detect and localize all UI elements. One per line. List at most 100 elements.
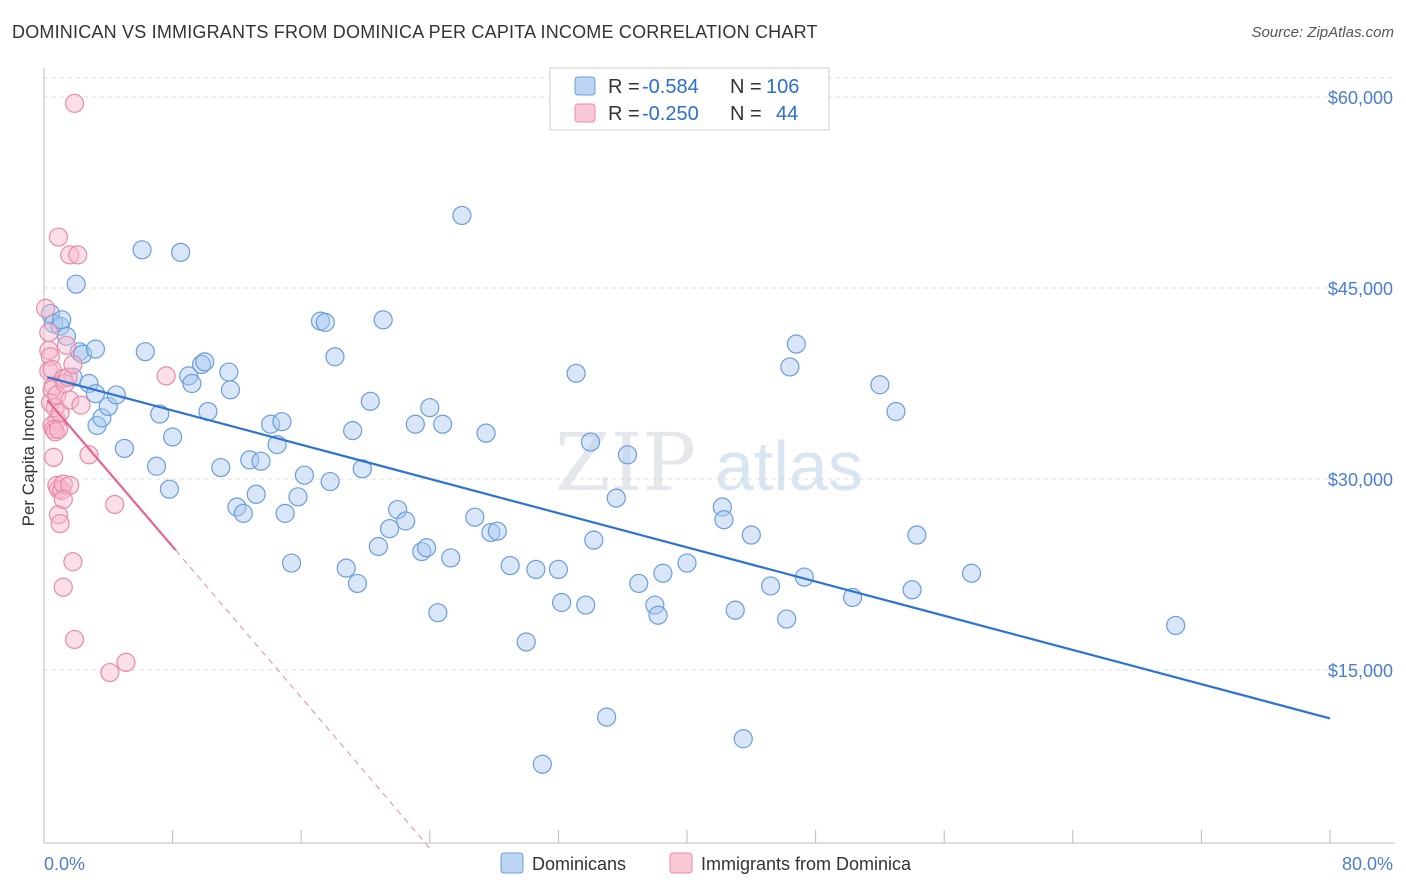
dominica-trend-extension bbox=[175, 549, 431, 849]
legend-n-label-1: N = bbox=[730, 76, 762, 98]
bottom-legend-swatch-dominicans bbox=[500, 852, 524, 874]
dominica-point-28 bbox=[53, 474, 73, 494]
dominicans-point-104 bbox=[1166, 615, 1186, 636]
dominicans-point-82 bbox=[617, 445, 638, 465]
source-label: Source: ZipAtlas.com bbox=[1251, 24, 1394, 41]
dominicans-point-70 bbox=[500, 555, 520, 576]
y-tick-label-45000: $45,000 bbox=[1328, 279, 1393, 299]
dominicans-point-103 bbox=[961, 563, 982, 583]
dominica-point-41 bbox=[100, 662, 120, 683]
dominicans-point-31 bbox=[220, 380, 241, 400]
dominica-point-36 bbox=[60, 245, 80, 265]
dominicans-point-22 bbox=[163, 427, 183, 447]
series-legend: Dominicans Immigrants from Dominica bbox=[500, 852, 912, 874]
correlation-legend: R = -0.584 N = 106 R = -0.250 N = 44 bbox=[549, 67, 830, 131]
dominica-point-39 bbox=[53, 577, 73, 597]
dominicans-point-93 bbox=[760, 576, 781, 596]
legend-box bbox=[549, 67, 830, 131]
dominicans-point-58 bbox=[405, 414, 425, 434]
dominica-point-23 bbox=[71, 395, 91, 415]
dominicans-point-68 bbox=[481, 522, 501, 543]
dominica-point-0 bbox=[36, 298, 56, 318]
dominicans-point-67 bbox=[476, 423, 496, 443]
dominicans-point-102 bbox=[907, 525, 927, 545]
dominicans-point-45 bbox=[315, 312, 335, 332]
dominicans-point-83 bbox=[629, 573, 649, 594]
dominica-point-14 bbox=[48, 419, 69, 439]
y-tick-label-15000: $15,000 bbox=[1328, 661, 1393, 681]
dominica-point-42 bbox=[116, 652, 136, 672]
legend-swatch-dominica bbox=[574, 103, 596, 123]
dominicans-point-5 bbox=[66, 274, 86, 294]
dominicans-point-80 bbox=[597, 707, 617, 727]
dominica-point-22 bbox=[56, 335, 77, 355]
dominicans-point-14 bbox=[98, 396, 118, 417]
dominicans-point-73 bbox=[532, 754, 552, 774]
dominicans-point-76 bbox=[566, 363, 586, 383]
dominicans-point-72 bbox=[526, 559, 546, 580]
legend-r-value-2: -0.250 bbox=[642, 103, 699, 125]
dominica-point-38 bbox=[63, 552, 83, 572]
dominicans-point-71 bbox=[516, 632, 536, 652]
dominicans-point-96 bbox=[786, 334, 806, 354]
dominicans-point-54 bbox=[373, 310, 393, 330]
watermark-zip: ZIP bbox=[555, 416, 696, 509]
dominica-point-43 bbox=[156, 366, 176, 386]
dominicans-point-60 bbox=[416, 538, 437, 558]
dominicans-trend-line bbox=[46, 376, 1331, 720]
dominicans-point-86 bbox=[653, 563, 673, 583]
legend-n-value-2: 44 bbox=[776, 103, 798, 125]
legend-r-value-1: -0.584 bbox=[642, 76, 699, 98]
bottom-legend-label-dominicans: Dominicans bbox=[532, 854, 626, 874]
dominicans-point-46 bbox=[320, 471, 340, 492]
dominica-point-24 bbox=[44, 447, 64, 467]
dominicans-point-56 bbox=[388, 499, 408, 520]
dominicans-point-36 bbox=[251, 451, 271, 471]
dominica-point-44 bbox=[64, 93, 85, 113]
y-axis-title: Per Capita Income bbox=[19, 386, 38, 527]
dominicans-point-30 bbox=[219, 362, 239, 382]
dominicans-point-35 bbox=[246, 484, 266, 504]
dominica-point-21 bbox=[63, 354, 83, 374]
dominicans-point-48 bbox=[336, 558, 356, 578]
dominica-point-32 bbox=[53, 489, 73, 509]
dominicans-point-78 bbox=[580, 432, 601, 452]
dominica-point-2 bbox=[39, 340, 59, 360]
dominicans-point-90 bbox=[725, 600, 745, 620]
dominicans-point-47 bbox=[325, 347, 345, 367]
dominicans-point-53 bbox=[368, 536, 388, 557]
y-tick-label-30000: $30,000 bbox=[1328, 470, 1393, 490]
chart-title: DOMINICAN VS IMMIGRANTS FROM DOMINICA PE… bbox=[12, 22, 818, 42]
legend-n-value-1: 106 bbox=[766, 76, 799, 98]
dominicans-point-2 bbox=[50, 316, 70, 336]
dominicans-point-99 bbox=[870, 375, 890, 395]
legend-n-label-2: N = bbox=[730, 103, 762, 125]
dominicans-point-43 bbox=[294, 465, 315, 485]
dominicans-point-40 bbox=[275, 503, 295, 523]
dominicans-point-91 bbox=[733, 729, 753, 749]
dominicans-point-77 bbox=[576, 595, 596, 615]
legend-swatch-dominicans bbox=[574, 76, 596, 96]
x-tick-label-max: 80.0% bbox=[1342, 854, 1393, 874]
dominicans-point-8 bbox=[72, 344, 93, 364]
dominicans-point-94 bbox=[777, 609, 797, 629]
dominicans-point-23 bbox=[171, 242, 191, 262]
trend-lines bbox=[46, 376, 1331, 849]
dominicans-point-95 bbox=[780, 357, 800, 377]
dominicans-point-57 bbox=[396, 511, 416, 531]
legend-r-label-1: R = bbox=[608, 76, 640, 98]
dominicans-point-33 bbox=[233, 503, 253, 523]
dominicans-point-41 bbox=[281, 553, 302, 573]
dominica-point-29 bbox=[60, 475, 80, 495]
dominicans-point-81 bbox=[606, 488, 626, 508]
dominicans-point-39 bbox=[272, 412, 292, 432]
dominicans-point-13 bbox=[92, 408, 112, 428]
dominicans-point-74 bbox=[548, 559, 569, 580]
dominicans-point-26 bbox=[191, 354, 212, 374]
dominicans-point-92 bbox=[741, 525, 761, 545]
bottom-legend-swatch-dominica bbox=[669, 852, 693, 874]
grid-lines bbox=[44, 77, 1395, 671]
dominicans-point-69 bbox=[487, 521, 507, 541]
dominicans-point-18 bbox=[135, 342, 155, 362]
